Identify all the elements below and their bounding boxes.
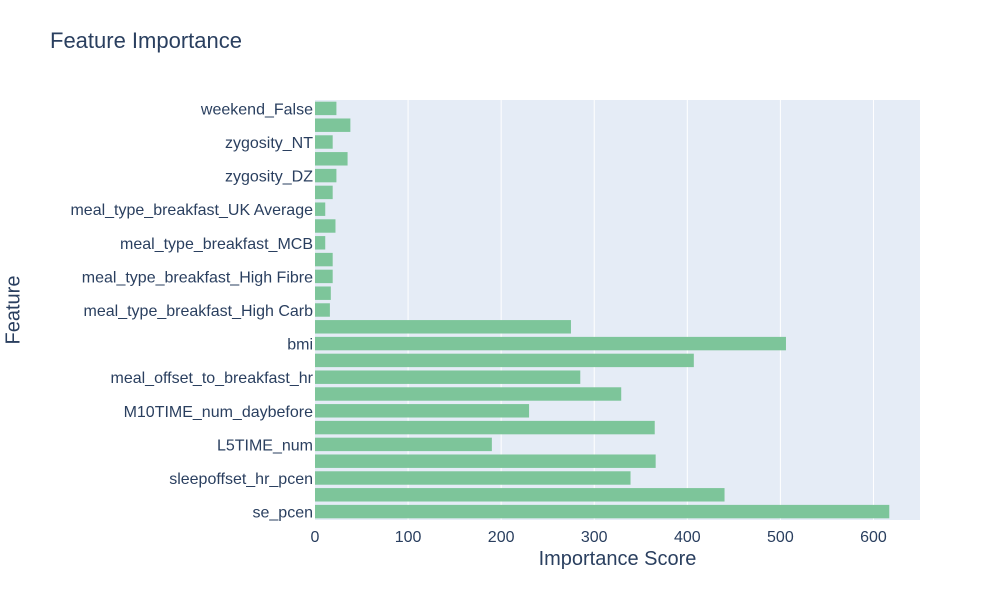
x-tick-label: 100 — [395, 529, 422, 546]
x-axis-label: Importance Score — [538, 548, 697, 570]
x-tick-label: 200 — [488, 529, 515, 546]
bar — [315, 420, 655, 435]
bar — [315, 286, 331, 300]
bar — [315, 504, 890, 519]
y-tick-label: M10TIME_num_daybefore — [124, 404, 314, 421]
bar — [315, 320, 571, 334]
y-tick-label: meal_type_breakfast_UK Average — [70, 202, 313, 219]
bar — [315, 152, 348, 166]
bar — [315, 370, 581, 384]
bar — [315, 219, 336, 233]
x-tick-label: 300 — [581, 529, 608, 546]
bar — [315, 471, 631, 485]
bar — [315, 185, 333, 200]
y-tick-label: zygosity_NT — [225, 135, 313, 152]
y-axis-label: Feature — [2, 275, 25, 345]
bar — [315, 252, 333, 267]
bar — [315, 488, 725, 502]
y-tick-label: sleepoffset_hr_pcen — [169, 471, 313, 488]
y-tick-label: meal_type_breakfast_MCB — [120, 236, 313, 253]
bar — [315, 353, 694, 368]
y-tick-label: L5TIME_num — [217, 437, 313, 454]
bar — [315, 404, 530, 418]
bar — [315, 202, 326, 216]
y-tick-label: meal_type_breakfast_High Fibre — [82, 269, 313, 286]
bar — [315, 303, 330, 317]
y-tick-label: meal_offset_to_breakfast_hr — [111, 370, 314, 387]
bar — [315, 101, 337, 116]
bar — [315, 269, 333, 284]
y-tick-label: se_pcen — [253, 505, 314, 522]
bar — [315, 135, 333, 149]
bar — [315, 387, 622, 401]
y-tick-label: weekend_False — [200, 101, 313, 118]
bar — [315, 168, 337, 183]
y-tick-label: meal_type_breakfast_High Carb — [84, 303, 314, 320]
x-tick-label: 500 — [767, 529, 794, 546]
bar — [315, 236, 326, 250]
x-tick-label: 0 — [311, 529, 320, 546]
chart-title: Feature Importance — [50, 28, 242, 53]
bar — [315, 437, 492, 452]
bar — [315, 118, 351, 132]
x-tick-label: 400 — [674, 529, 701, 546]
y-tick-label: bmi — [287, 337, 313, 354]
x-tick-label: 600 — [860, 529, 887, 546]
bar — [315, 454, 656, 468]
bar — [315, 336, 786, 351]
y-tick-label: zygosity_DZ — [225, 169, 313, 186]
